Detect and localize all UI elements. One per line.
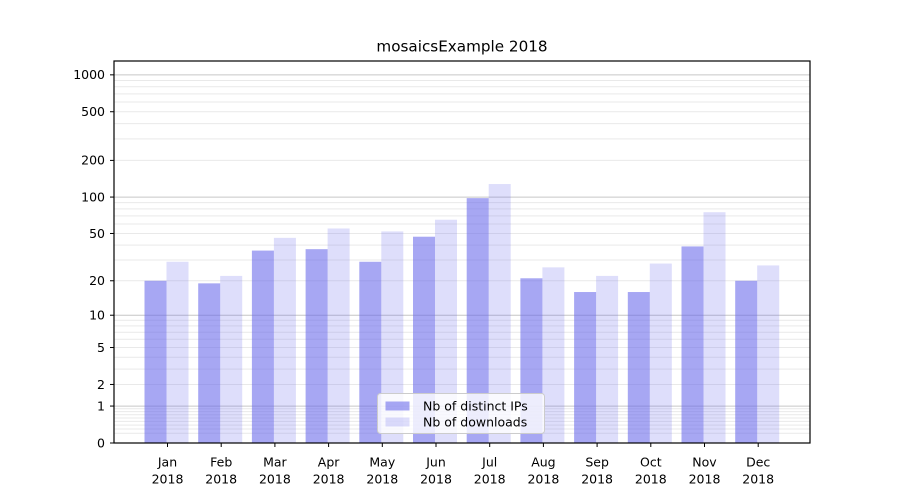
bar-feb-ips (198, 283, 221, 443)
y-tick-label: 10 (89, 308, 105, 323)
x-tick-label-year: 2018 (205, 472, 237, 487)
x-tick-label-year: 2018 (689, 472, 721, 487)
x-tick-label-year: 2018 (420, 472, 452, 487)
legend-swatch-downloads (385, 417, 410, 427)
y-tick-label: 100 (81, 189, 105, 204)
plot-border (113, 60, 811, 444)
bar-mar-downloads (273, 237, 296, 443)
bar-jan-ips (144, 280, 167, 443)
x-tick-label-month: Apr (318, 455, 340, 470)
bar-jun-downloads (435, 219, 457, 443)
x-tick-label-year: 2018 (527, 472, 559, 487)
axes: 0 1 2 5 10 20 50 100 200 500 1000 Jan 2018 Feb 2018 Mar… (73, 60, 811, 487)
bar-may-downloads (381, 231, 404, 443)
legend-swatch-distinct-ips (385, 401, 410, 411)
bar-apr-ips (305, 249, 328, 443)
bar-jul-downloads (488, 184, 511, 443)
chart-title: mosaicsExample 2018 (376, 38, 547, 56)
legend-label-downloads: Nb of downloads (423, 415, 527, 430)
bar-mar-ips (251, 250, 274, 443)
y-tick-label: 0 (97, 435, 105, 450)
x-tick-label-month: Feb (210, 455, 232, 470)
y-tick-label: 2 (97, 377, 105, 392)
y-tick-label: 20 (89, 273, 105, 288)
bar-apr-downloads (327, 228, 350, 443)
legend: Nb of distinct IPs Nb of downloads (377, 393, 545, 434)
x-tick-label-month: Aug (531, 455, 555, 470)
y-tick-label: 5 (97, 340, 105, 355)
x-tick-label-month: Dec (746, 455, 770, 470)
x-tick-label-month: Mar (263, 455, 287, 470)
y-tick-label: 1 (97, 398, 105, 413)
x-tick-label-month: Jul (481, 455, 497, 470)
bar-dec-downloads (757, 265, 780, 443)
x-tick-label-year: 2018 (259, 472, 291, 487)
x-tick-label-month: Jan (157, 455, 177, 470)
x-tick-label-year: 2018 (635, 472, 667, 487)
x-tick-label-month: Oct (640, 455, 662, 470)
bar-oct-downloads (649, 263, 672, 443)
bar-jul-ips (466, 198, 489, 443)
bar-may-ips (359, 261, 382, 443)
y-tick-label: 200 (81, 153, 105, 168)
x-tick-label-month: Nov (692, 455, 717, 470)
bar-jun-ips (413, 236, 435, 443)
x-tick-label-month: May (369, 455, 395, 470)
x-tick-label-year: 2018 (581, 472, 613, 487)
x-tick-label-year: 2018 (474, 472, 506, 487)
legend-label-distinct-ips: Nb of distinct IPs (423, 399, 528, 414)
bar-dec-ips (735, 280, 758, 443)
bar-feb-downloads (220, 275, 243, 443)
y-tick-label: 1000 (73, 67, 105, 82)
bar-jan-downloads (166, 261, 189, 443)
y-tick-label: 500 (81, 104, 105, 119)
x-tick-label-year: 2018 (152, 472, 184, 487)
x-tick-label-year: 2018 (313, 472, 345, 487)
bars (144, 184, 780, 443)
y-tick-label: 50 (89, 226, 105, 241)
x-tick-label-year: 2018 (742, 472, 774, 487)
x-tick-label-month: Sep (585, 455, 609, 470)
bar-sep-downloads (596, 275, 619, 443)
bar-sep-ips (574, 292, 597, 443)
x-tick-label-month: Jun (425, 455, 446, 470)
bar-aug-downloads (542, 267, 565, 443)
bar-oct-ips (627, 292, 650, 443)
bar-nov-ips (681, 246, 704, 443)
legend-box (377, 393, 545, 434)
bar-nov-downloads (703, 212, 726, 443)
x-tick-label-year: 2018 (366, 472, 398, 487)
